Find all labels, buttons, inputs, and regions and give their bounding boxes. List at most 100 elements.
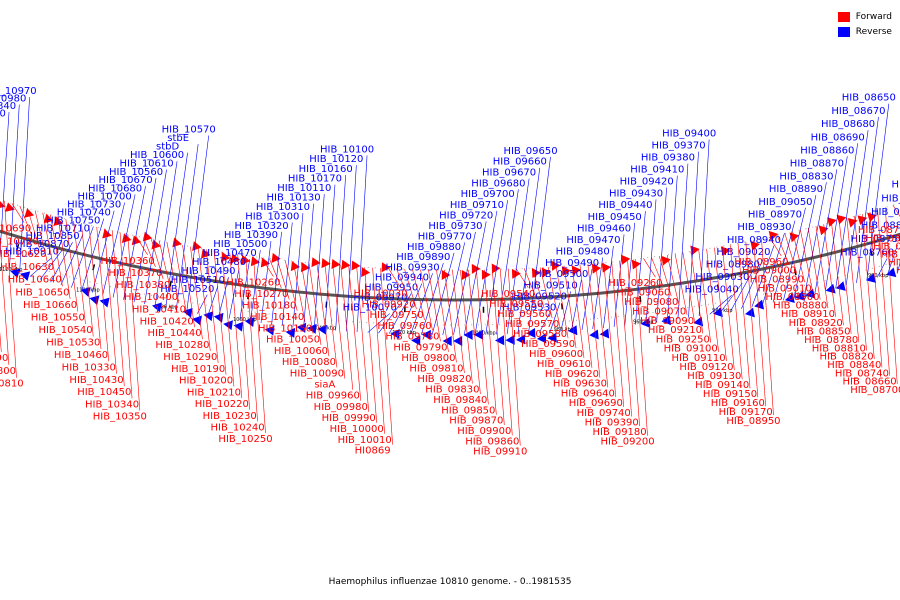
- forward-gene: [5, 202, 15, 212]
- forward-gene-label: HIB_08850: [796, 326, 850, 337]
- forward-leader-line: [643, 258, 656, 278]
- reverse-gene: [411, 335, 421, 346]
- forward-gene-label: HIB_10340: [85, 399, 139, 410]
- reverse-gene-label: HIB_09030: [695, 272, 749, 283]
- forward-gene-label: HIB_08720: [865, 233, 900, 244]
- forward-leader-line: [658, 256, 672, 297]
- forward-leader-line: [284, 260, 298, 311]
- reverse-leader-line: [218, 277, 229, 318]
- forward-gene-label: HIB_09090: [640, 316, 694, 327]
- forward-gene-label: HIB_10360: [101, 256, 155, 267]
- forward-gene-label: siaA: [314, 380, 335, 391]
- reverse-gene-label: stbE: [167, 133, 189, 144]
- forward-gene-label: HIB_09180: [593, 427, 647, 438]
- reverse-leader-line: [485, 200, 508, 335]
- kbp-tick: [869, 249, 874, 257]
- forward-leader-line: [792, 231, 805, 283]
- forward-gene: [172, 237, 182, 248]
- forward-leader-line: [388, 268, 401, 288]
- reverse-gene-label: HIB_08750: [850, 234, 900, 245]
- forward-gene-label: HIB_08990: [750, 275, 804, 286]
- reverse-leader-line: [281, 222, 293, 326]
- reverse-gene-label: HIB_09940: [375, 273, 429, 284]
- forward-leader-line: [635, 259, 648, 436]
- reverse-gene-label: HIB_09530: [502, 303, 556, 314]
- forward-gene-label: HIB_10620: [0, 249, 46, 260]
- reverse-gene: [526, 327, 536, 338]
- reverse-leader-line: [175, 144, 199, 311]
- reverse-leader-line: [453, 231, 476, 336]
- reverse-gene-label: HIB_10680: [88, 183, 142, 194]
- forward-leader-line: [174, 243, 188, 316]
- forward-gene-label: HIB_09250: [656, 334, 710, 345]
- reverse-leader-line: [144, 169, 167, 305]
- forward-leader-line: [88, 224, 102, 350]
- reverse-gene-label: HIB_10390: [224, 230, 278, 241]
- forward-gene-label: HIB_10450: [77, 387, 131, 398]
- reverse-leader-line: [897, 261, 900, 272]
- reverse-gene-label: HIB_08890: [769, 184, 823, 195]
- forward-leader-line: [491, 269, 505, 426]
- reverse-leader-line: [581, 268, 593, 330]
- forward-gene-label: HIB_09990: [322, 413, 376, 424]
- reverse-gene-label: HIB_09950: [364, 283, 418, 294]
- forward-gene-label: HIB_10000: [330, 424, 384, 435]
- forward-gene-label: HIB_09170: [719, 407, 773, 418]
- forward-gene-label: HIB_10430: [69, 375, 123, 386]
- forward-gene-label: HIB_10790: [0, 353, 8, 364]
- forward-leader-line: [776, 235, 790, 265]
- reverse-leader-line: [603, 245, 614, 329]
- reverse-gene-label: HIB_09770: [418, 231, 472, 242]
- forward-gene: [541, 267, 551, 278]
- forward-gene: [867, 212, 877, 223]
- forward-leader-line: [380, 268, 393, 445]
- forward-gene-label: HIB_10260: [226, 278, 280, 289]
- forward-leader-line: [96, 226, 110, 362]
- reverse-swatch: [837, 26, 850, 37]
- reverse-gene-label: HIB_10500: [213, 239, 267, 250]
- forward-leader-line: [698, 250, 712, 343]
- forward-leader-line: [205, 249, 219, 363]
- forward-gene-label: HIB_09980: [314, 402, 368, 413]
- forward-leader-line: [753, 240, 766, 407]
- forward-gene-label: HIB_10690: [0, 224, 31, 235]
- forward-gene-label: HIB_10180: [242, 301, 296, 312]
- forward-leader-line: [253, 256, 266, 434]
- reverse-leader-line: [814, 169, 838, 294]
- forward-gene: [381, 262, 391, 273]
- forward-leader-line: [761, 238, 774, 416]
- forward-gene-label: HIB_08880: [773, 301, 827, 312]
- forward-leader-line: [356, 266, 370, 412]
- reverse-gene: [599, 328, 610, 339]
- reverse-gene: [99, 297, 110, 308]
- reverse-gene-label: HIB_10120: [309, 154, 363, 165]
- forward-leader-line: [372, 267, 385, 434]
- forward-leader-line: [11, 203, 25, 223]
- forward-leader-line: [428, 269, 441, 342]
- forward-leader-line: [861, 214, 875, 360]
- forward-gene-label: HIB_09840: [433, 395, 487, 406]
- forward-leader-line: [571, 265, 585, 359]
- reverse-leader-line: [421, 263, 444, 335]
- reverse-gene-label: HIB_08800: [861, 220, 900, 231]
- reverse-gene: [886, 267, 897, 278]
- reverse-leader-line: [772, 220, 796, 303]
- forward-gene-label: HIB_09060: [616, 288, 670, 299]
- reverse-leader-line: [112, 194, 136, 298]
- forward-leader-line: [690, 251, 704, 334]
- forward-gene-label: HIB_09550: [489, 299, 543, 310]
- forward-leader-line: [815, 226, 829, 309]
- forward-gene-label: HIB_08780: [804, 335, 858, 346]
- forward-gene: [24, 208, 35, 218]
- forward-gene-label: HIB_10270: [234, 289, 288, 300]
- forward-leader-line: [348, 266, 362, 401]
- forward-gene-label: HIB_10720: [0, 236, 39, 247]
- reverse-gene-label: HIB_09420: [620, 177, 674, 188]
- forward-gene: [750, 240, 760, 251]
- reverse-gene: [567, 325, 578, 336]
- forward-gene: [321, 258, 331, 269]
- forward-gene: [53, 216, 64, 226]
- reverse-leader-line: [154, 161, 178, 307]
- reverse-leader-line: [292, 213, 304, 327]
- reverse-leader-line: [835, 143, 859, 289]
